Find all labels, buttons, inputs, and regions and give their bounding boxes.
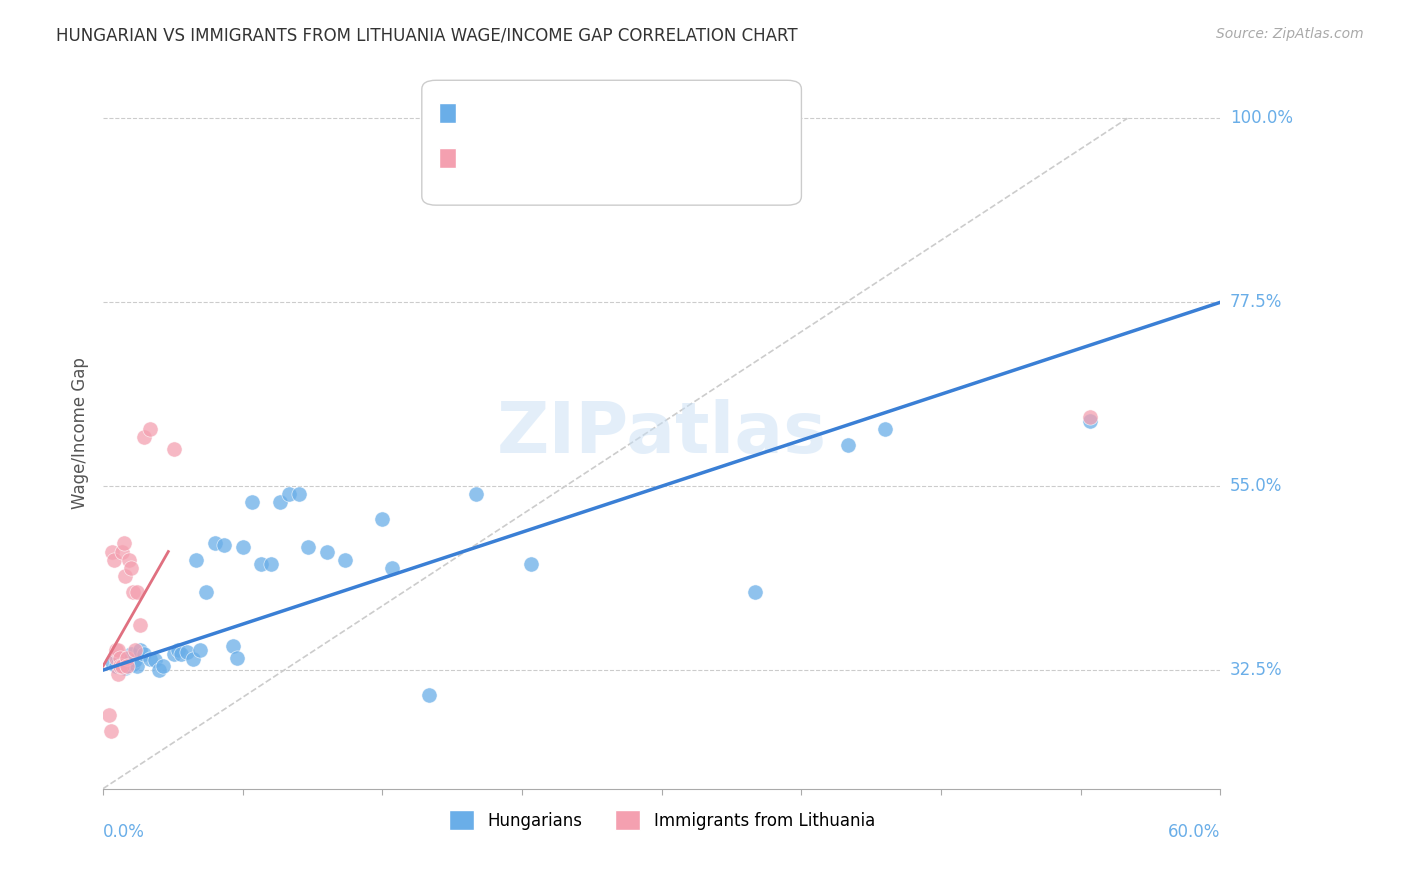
Text: 60.0%: 60.0% [1168, 823, 1220, 841]
Point [204, 536, 226, 550]
Point [117, 659, 139, 673]
Point [111, 655, 134, 669]
Text: 49: 49 [626, 104, 650, 122]
Point [129, 618, 152, 632]
Point [108, 650, 131, 665]
Point [124, 653, 146, 667]
Point [269, 495, 291, 509]
Point [143, 653, 166, 667]
Point [138, 652, 160, 666]
Point [112, 659, 135, 673]
Point [464, 487, 486, 501]
Point [250, 557, 273, 571]
Point [837, 438, 859, 452]
Point [744, 585, 766, 599]
Point [181, 652, 204, 666]
Point [287, 487, 309, 501]
Point [278, 487, 301, 501]
Point [111, 544, 134, 558]
Point [107, 642, 129, 657]
Point [315, 544, 337, 558]
Point [112, 536, 135, 550]
Point [163, 647, 186, 661]
Text: HUNGARIAN VS IMMIGRANTS FROM LITHUANIA WAGE/INCOME GAP CORRELATION CHART: HUNGARIAN VS IMMIGRANTS FROM LITHUANIA W… [56, 27, 797, 45]
Point [120, 561, 142, 575]
Point [107, 667, 129, 681]
Text: Source: ZipAtlas.com: Source: ZipAtlas.com [1216, 27, 1364, 41]
Point [194, 585, 217, 599]
Point [297, 541, 319, 555]
Point [186, 552, 208, 566]
Point [875, 422, 897, 436]
Point [105, 659, 128, 673]
Point [117, 659, 139, 673]
Point [138, 422, 160, 436]
Point [132, 647, 155, 661]
Point [108, 659, 131, 673]
Point [170, 647, 193, 661]
Point [114, 660, 136, 674]
Point [418, 688, 440, 702]
Point [232, 541, 254, 555]
Point [163, 442, 186, 457]
Text: 0.318: 0.318 [503, 149, 555, 167]
Text: N =: N = [583, 149, 620, 167]
Text: ZIPatlas: ZIPatlas [496, 399, 827, 467]
Point [108, 659, 131, 673]
Point [122, 585, 145, 599]
Point [122, 657, 145, 672]
Point [105, 650, 128, 665]
Point [97, 708, 120, 723]
Point [148, 663, 170, 677]
Point [226, 650, 249, 665]
Point [117, 650, 139, 665]
Text: 77.5%: 77.5% [1230, 293, 1282, 311]
Point [152, 659, 174, 673]
Point [111, 659, 134, 673]
Point [124, 642, 146, 657]
Point [1078, 414, 1101, 428]
Point [120, 647, 142, 661]
Point [132, 430, 155, 444]
Text: 0.602: 0.602 [503, 104, 555, 122]
Text: 0.0%: 0.0% [103, 823, 145, 841]
Point [188, 642, 211, 657]
Point [176, 645, 198, 659]
Text: R =: R = [461, 104, 498, 122]
Point [1078, 409, 1101, 424]
Point [166, 642, 188, 657]
Point [212, 538, 235, 552]
Y-axis label: Wage/Income Gap: Wage/Income Gap [72, 357, 89, 509]
Point [381, 561, 404, 575]
Text: 26: 26 [626, 149, 648, 167]
Legend: Hungarians, Immigrants from Lithuania: Hungarians, Immigrants from Lithuania [441, 804, 882, 838]
Point [335, 552, 357, 566]
Point [129, 642, 152, 657]
Text: 32.5%: 32.5% [1230, 661, 1282, 679]
Point [114, 569, 136, 583]
Text: N =: N = [583, 104, 620, 122]
Point [103, 552, 125, 566]
Text: 55.0%: 55.0% [1230, 477, 1282, 495]
Point [107, 650, 129, 665]
Point [260, 557, 283, 571]
Point [125, 659, 148, 673]
Text: R =: R = [461, 149, 498, 167]
Point [101, 655, 124, 669]
Point [100, 724, 122, 739]
Point [118, 552, 141, 566]
Point [520, 557, 543, 571]
Point [371, 512, 394, 526]
Point [125, 585, 148, 599]
Text: 100.0%: 100.0% [1230, 110, 1292, 128]
Point [101, 544, 124, 558]
Point [222, 639, 245, 653]
Point [105, 642, 128, 657]
Point [240, 495, 263, 509]
